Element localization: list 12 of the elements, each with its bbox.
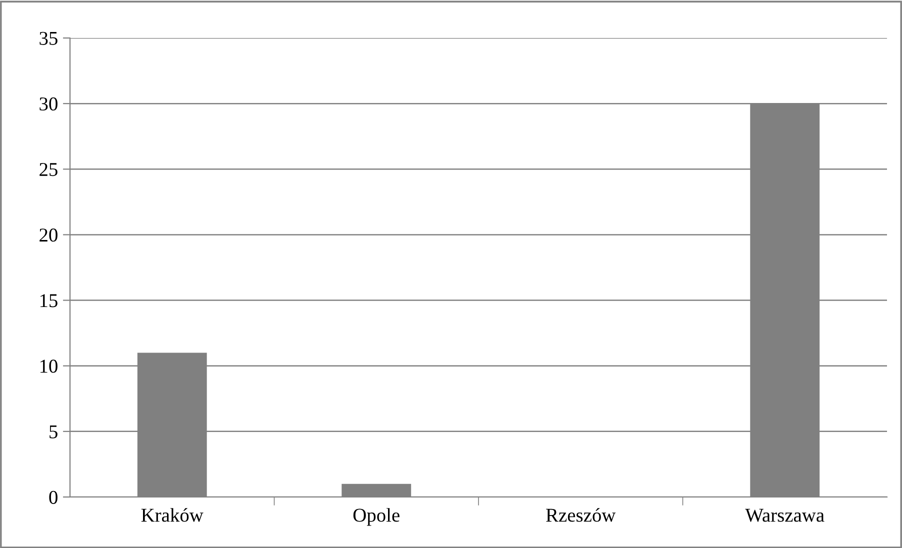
x-tick-label: Opole <box>353 508 400 526</box>
y-tick-label: 10 <box>40 360 58 373</box>
x-tick-label: Warszawa <box>745 508 824 522</box>
y-tick-label: 15 <box>40 294 58 308</box>
x-tick-label: Rzeszów <box>546 508 616 522</box>
y-tick-label: 5 <box>50 425 58 438</box>
y-tick-label: 20 <box>40 228 58 242</box>
y-tick-label: 25 <box>40 163 58 176</box>
y-tick-label: 30 <box>40 97 58 111</box>
y-tick-label: 35 <box>40 32 58 45</box>
y-tick-label: 0 <box>49 490 58 504</box>
x-tick-label: Kraków <box>141 508 204 522</box>
